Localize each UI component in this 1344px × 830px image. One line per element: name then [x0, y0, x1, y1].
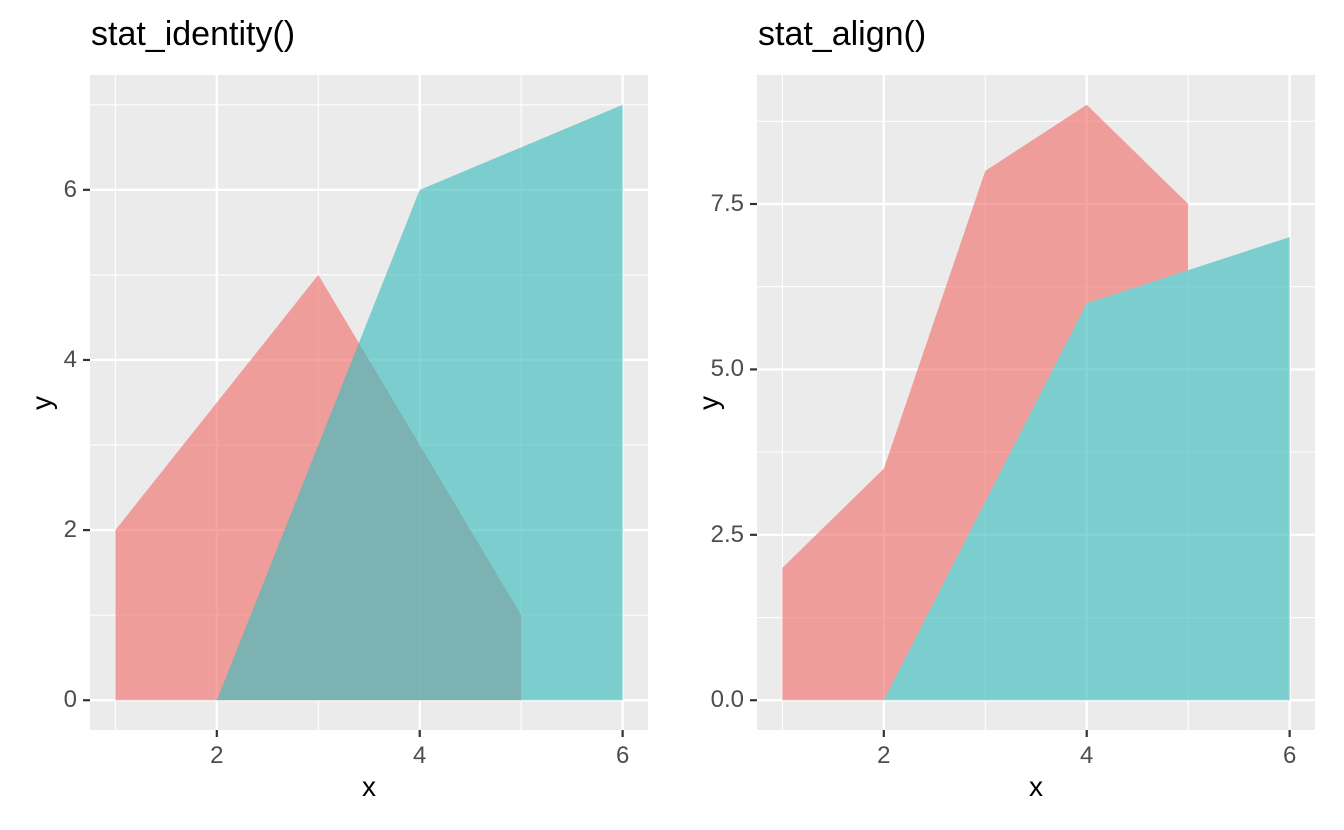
x-tick-label: 4 [413, 742, 427, 769]
y-tick-label: 0 [63, 686, 77, 714]
plot-title-left: stat_identity() [91, 15, 296, 53]
area-b [216, 104, 623, 701]
x-tick-label: 2 [877, 742, 891, 769]
plot-title-right: stat_align() [758, 15, 927, 53]
x-tick-label: 4 [1080, 742, 1094, 769]
x-tick-label: 6 [1282, 742, 1297, 769]
x-tick-label: 2 [210, 742, 224, 769]
y-tick-label: 5.0 [710, 355, 744, 383]
y-tick-label: 2 [63, 516, 77, 544]
y-tick-label: 7.5 [710, 190, 744, 217]
area-b [883, 237, 1290, 701]
area-a-stacked-on-b [782, 104, 1189, 701]
y-tick-label: 2.5 [710, 520, 744, 548]
x-axis-title-right: x [1029, 771, 1043, 802]
y-tick-label: 0.0 [710, 686, 744, 714]
y-axis-title-right: y [693, 395, 724, 410]
x-axis-title-left: x [362, 771, 376, 802]
y-tick-label: 4 [63, 345, 77, 373]
y-axis-title-left: y [26, 395, 57, 410]
x-tick-label: 6 [615, 742, 630, 769]
y-tick-label: 6 [63, 175, 77, 203]
